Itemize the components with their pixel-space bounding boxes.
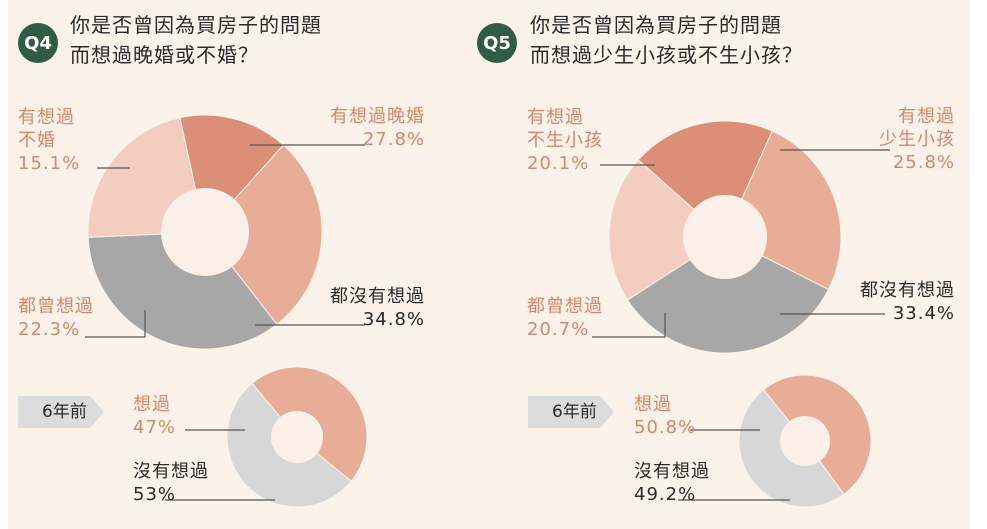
q5-main-donut-hole — [683, 195, 767, 279]
q5-label-no-children: 有想過 不生小孩 20.1% — [527, 106, 603, 175]
q5-past-label-never: 沒有想過 49.2% — [634, 460, 710, 506]
q4-label-later-marriage: 有想過晚婚 27.8% — [300, 105, 425, 151]
q5-main-slice-2 — [608, 159, 726, 301]
q5-main-slice-3 — [637, 120, 773, 238]
q4-no-marriage-pct: 15.1% — [18, 153, 81, 174]
q4-past-thought-name: 想過 — [133, 394, 171, 415]
q4-no-marriage-name-2: 不婚 — [18, 130, 56, 151]
q4-main-leader-line-2 — [85, 310, 146, 338]
q5-label-both: 都曾想過 20.7% — [527, 295, 603, 341]
q5-past-thought-pct: 50.8% — [634, 417, 697, 438]
q5-title-line2: 而想過少生小孩或不生小孩？ — [530, 43, 803, 67]
q4-six-years-ago-tag: 6年前 — [18, 396, 104, 428]
q5-main-leader-line-2 — [592, 313, 666, 338]
q5-six-years-ago-tag: 6年前 — [528, 396, 614, 428]
q5-badge: Q5 — [477, 23, 517, 63]
q4-later-marriage-name: 有想過晚婚 — [330, 106, 425, 127]
q5-title: 你是否曾因為買房子的問題 而想過少生小孩或不生小孩？ — [530, 10, 803, 70]
q5-label-fewer-children: 有想過 少生小孩 25.8% — [830, 105, 955, 174]
q5-past-thought-name: 想過 — [634, 394, 672, 415]
q4-main-slice-0 — [204, 144, 323, 326]
q4-both-pct: 22.3% — [18, 319, 81, 340]
q4-never-name: 都沒有想過 — [330, 286, 425, 307]
q4-past-donut-hole — [271, 411, 323, 463]
q5-no-children-name-1: 有想過 — [527, 107, 584, 128]
q4-label-never: 都沒有想過 34.8% — [300, 285, 425, 331]
q4-no-marriage-name-1: 有想過 — [18, 107, 75, 128]
q4-past-label-never: 沒有想過 53% — [133, 460, 209, 506]
q5-past-never-name: 沒有想過 — [634, 461, 710, 482]
q5-both-pct: 20.7% — [527, 319, 590, 340]
q5-past-label-thought: 想過 50.8% — [634, 393, 696, 439]
q5-never-pct: 33.4% — [892, 303, 955, 324]
q4-later-marriage-pct: 27.8% — [362, 129, 425, 150]
q4-title: 你是否曾因為買房子的問題 而想過晚婚或不婚？ — [70, 10, 322, 70]
q5-no-children-name-2: 不生小孩 — [527, 130, 603, 151]
q4-past-never-name: 沒有想過 — [133, 461, 209, 482]
q5-label-never: 都沒有想過 33.4% — [830, 279, 955, 325]
q4-past-never-pct: 53% — [133, 484, 177, 505]
q5-past-donut-hole — [780, 416, 830, 466]
q5-fewer-children-name-1: 有想過 — [898, 106, 955, 127]
q5-no-children-pct: 20.1% — [527, 153, 590, 174]
q4-past-thought-pct: 47% — [133, 417, 177, 438]
q5-both-name: 都曾想過 — [527, 296, 603, 317]
q5-title-line1: 你是否曾因為買房子的問題 — [530, 13, 782, 37]
q4-label-both: 都曾想過 22.3% — [18, 295, 94, 341]
q4-label-no-marriage: 有想過 不婚 15.1% — [18, 106, 80, 175]
q5-fewer-children-name-2: 少生小孩 — [879, 129, 955, 150]
q4-main-donut-hole — [161, 188, 249, 276]
q4-never-pct: 34.8% — [362, 309, 425, 330]
q4-main-slice-1 — [87, 231, 278, 350]
q5-past-never-pct: 49.2% — [634, 484, 697, 505]
q4-title-line1: 你是否曾因為買房子的問題 — [70, 13, 322, 37]
q4-both-name: 都曾想過 — [18, 296, 94, 317]
q4-past-label-thought: 想過 47% — [133, 393, 176, 439]
q5-fewer-children-pct: 25.8% — [892, 152, 955, 173]
q5-main-slice-1 — [626, 236, 830, 354]
q5-never-name: 都沒有想過 — [860, 280, 955, 301]
q4-title-line2: 而想過晚婚或不婚？ — [70, 43, 259, 67]
q4-badge: Q4 — [18, 23, 58, 63]
